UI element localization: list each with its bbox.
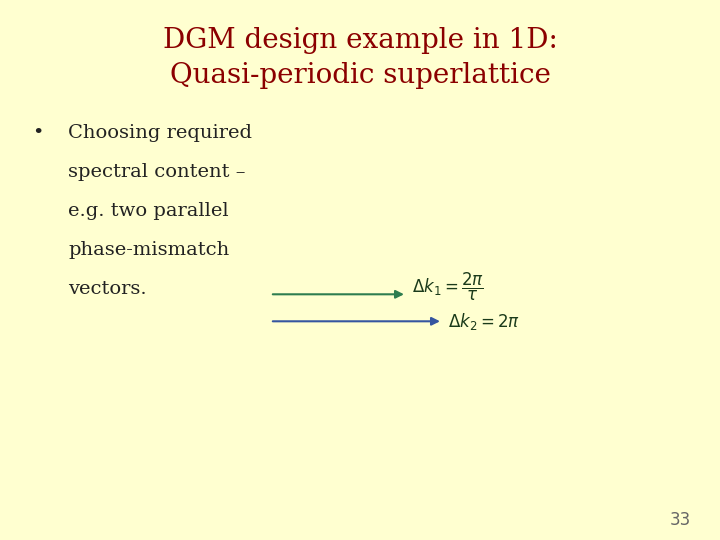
Text: 33: 33 xyxy=(670,511,691,529)
Text: •: • xyxy=(32,124,44,142)
Text: $\Delta k_1 = \dfrac{2\pi}{\tau}$: $\Delta k_1 = \dfrac{2\pi}{\tau}$ xyxy=(412,271,484,303)
Text: phase-mismatch: phase-mismatch xyxy=(68,241,230,259)
Text: e.g. two parallel: e.g. two parallel xyxy=(68,202,229,220)
Text: vectors.: vectors. xyxy=(68,280,147,298)
Text: Choosing required: Choosing required xyxy=(68,124,253,142)
Text: spectral content –: spectral content – xyxy=(68,163,246,181)
Text: $\Delta k_2 = 2\pi$: $\Delta k_2 = 2\pi$ xyxy=(448,311,520,332)
Text: DGM design example in 1D:
Quasi-periodic superlattice: DGM design example in 1D: Quasi-periodic… xyxy=(163,27,557,90)
